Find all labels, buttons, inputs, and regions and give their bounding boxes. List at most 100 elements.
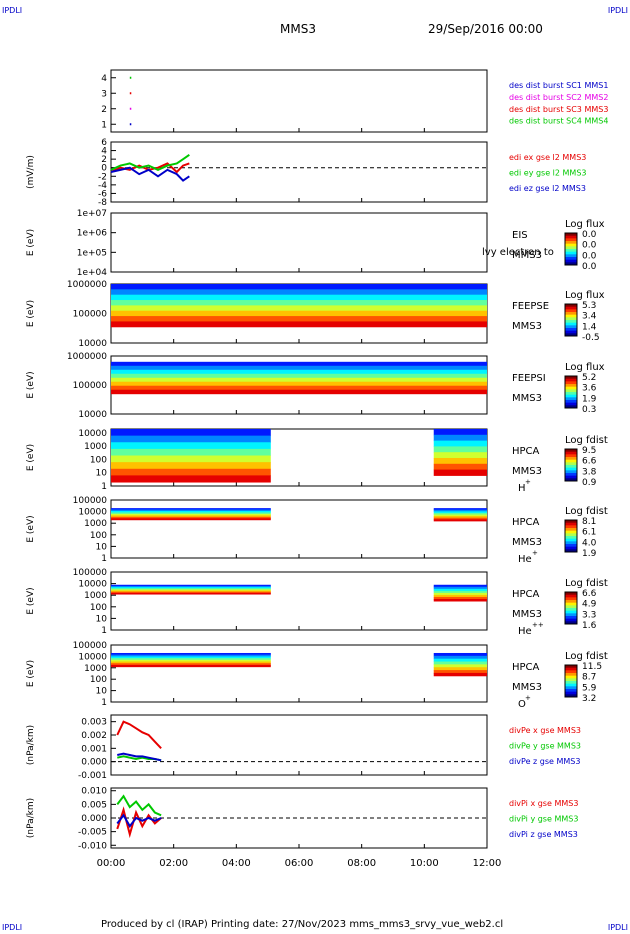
hpca-he--colorbar-swatch (565, 594, 577, 598)
feepsi-colorbar-swatch (565, 386, 577, 390)
feepse-colorbar-swatch (565, 330, 577, 334)
hpca-he--band (111, 518, 271, 521)
des-dist-burst-ytick-label: 4 (101, 74, 107, 84)
divpi-y-gse-mms3-line (116, 794, 162, 817)
feepsi-colorbar-label: 5.2 (582, 373, 596, 383)
hpca-h--band (433, 446, 487, 453)
feepsi-band (111, 385, 487, 391)
hpca-he--band (433, 514, 487, 517)
hpca-he--ytick-label: 10 (96, 614, 108, 624)
x-tick-label: 08:00 (347, 858, 376, 869)
feepse-colorbar-label: 1.4 (582, 322, 597, 332)
hpca-o--ytick-label: 1 (101, 698, 107, 708)
hpca-he--band (111, 585, 271, 588)
edi-ytick-label: 0 (101, 164, 107, 174)
hpca-o--colorbar-swatch (565, 694, 577, 698)
hpca-he--band (111, 512, 271, 515)
divpi-z-gse-mms3-legend: divPi z gse MMS3 (509, 830, 578, 839)
hpca-he--spectrogram (111, 584, 487, 602)
eis-colorbar-title: Log flux (565, 219, 605, 230)
hpca-h--band (111, 429, 271, 437)
hpca-he--right-label: HPCA (512, 589, 540, 600)
des-dist-burst-sc2-mms2-point (129, 107, 132, 110)
des-dist-burst-sc3-mms3-point (129, 92, 132, 95)
hpca-o--ytick-label: 100 (90, 675, 107, 685)
hpca-he--species: He (518, 626, 532, 637)
des-dist-burst-ytick-label: 3 (101, 89, 107, 99)
hpca-o--band (433, 655, 487, 660)
hpca-he--colorbar-swatch (565, 522, 577, 526)
hpca-he--colorbar-label: 4.0 (582, 538, 597, 548)
edi-ytick-label: -8 (98, 198, 107, 208)
feepsi-colorbar-frame (564, 375, 578, 409)
hpca-o--colorbar-swatch (565, 673, 577, 677)
hpca-he--colorbar-swatch (565, 533, 577, 537)
hpca-o--band (111, 659, 271, 663)
divpe-ytick-label: 0.001 (81, 744, 107, 754)
hpca-h--colorbar-swatch (565, 457, 577, 461)
hpca-he--frame (110, 571, 488, 631)
feepse-colorbar-swatch (565, 317, 577, 321)
des-dist-burst-sc4-mms4-point (129, 76, 132, 79)
eis-colorbar-swatch (565, 238, 577, 242)
page-title: MMS3 (280, 22, 316, 36)
feepsi-band (111, 361, 487, 367)
feepse-band (111, 284, 487, 290)
feepsi-ytick-label: 100000 (73, 381, 108, 391)
hpca-h--colorbar-label: 6.6 (582, 457, 597, 467)
hpca-he--right-label: MMS3 (512, 609, 542, 620)
edi-ytick-label: 4 (101, 147, 107, 157)
hpca-he--band (111, 516, 271, 519)
bottom-left-corner-label: IPDLI (2, 923, 23, 932)
feepse-ytick-label: 100000 (73, 310, 108, 320)
edi-ez-gse-l2-mms3-legend: edi ez gse l2 MMS3 (509, 184, 586, 193)
hpca-he--ytick-label: 10000 (78, 508, 107, 518)
hpca-he--colorbar-label: 3.3 (582, 610, 596, 620)
hpca-h--ytick-label: 100 (90, 455, 107, 465)
hpca-h--band (111, 475, 271, 483)
hpca-h--colorbar-swatch (565, 454, 577, 458)
feepsi-colorbar-swatch (565, 394, 577, 398)
feepsi-ytick-label: 1000000 (67, 352, 107, 362)
hpca-he--ytick-label: 1 (101, 554, 107, 564)
hpca-o--band (111, 663, 271, 666)
hpca-he--colorbar-label: 4.9 (582, 600, 597, 610)
feepse-ylabel: E (eV) (26, 300, 36, 327)
hpca-he--right-label: HPCA (512, 517, 540, 528)
eis-colorbar-swatch (565, 254, 577, 258)
feepsi-colorbar-label: 3.6 (582, 384, 597, 394)
feepsi-colorbar-swatch (565, 376, 577, 380)
hpca-o--colorbar-swatch (565, 678, 577, 682)
hpca-o--band (433, 670, 487, 674)
hpca-he--band (111, 515, 271, 518)
hpca-he--band (433, 516, 487, 519)
hpca-he--colorbar-frame (564, 591, 578, 625)
hpca-he--band (433, 592, 487, 596)
hpca-he--band (433, 596, 487, 600)
eis-ytick-label: 1e+05 (77, 248, 107, 258)
hpca-he--band (433, 519, 487, 522)
divpe-z-gse-mms3-line (117, 752, 162, 762)
feepsi-right-label: MMS3 (512, 393, 542, 404)
eis-colorbar-frame (564, 232, 578, 266)
feepsi-colorbar-swatch (565, 384, 577, 388)
hpca-h--colorbar-label: 3.8 (582, 467, 597, 477)
eis-colorbar-swatch (565, 257, 577, 261)
divpi-z-gse-mms3-line (116, 813, 162, 828)
eis-colorbar-swatch (565, 249, 577, 253)
hpca-he--colorbar-swatch (565, 528, 577, 532)
hpca-he--band (433, 517, 487, 520)
feepsi-colorbar-swatch (565, 378, 577, 382)
hpca-h--band (111, 442, 271, 450)
hpca-he--colorbar-swatch (565, 600, 577, 604)
hpca-he--colorbar-swatch (565, 538, 577, 542)
hpca-he--colorbar-swatch (565, 597, 577, 601)
feepse-colorbar-swatch (565, 309, 577, 313)
feepse-colorbar-swatch (565, 314, 577, 318)
edi-ytick-label: -6 (98, 189, 107, 199)
hpca-o--colorbar-label: 3.2 (582, 694, 596, 704)
edi-ytick-label: 6 (101, 138, 107, 148)
hpca-o--colorbar-swatch (565, 681, 577, 685)
hpca-he--band (433, 588, 487, 592)
